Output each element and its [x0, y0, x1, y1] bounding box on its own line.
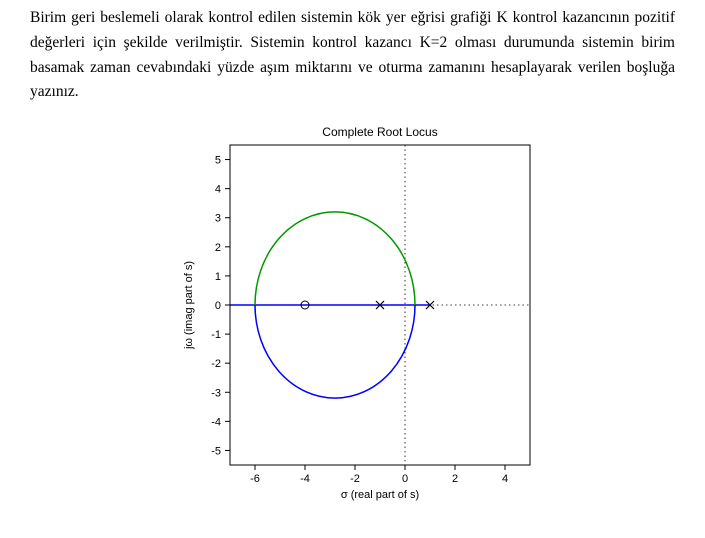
svg-text:-2: -2 [350, 473, 360, 485]
svg-text:-5: -5 [211, 446, 221, 458]
svg-text:2: 2 [452, 473, 458, 485]
svg-text:σ (real part of s): σ (real part of s) [341, 489, 419, 501]
svg-text:-6: -6 [250, 473, 260, 485]
question-text-content: Birim geri beslemeli olarak kontrol edil… [30, 9, 675, 100]
svg-text:jω (imag part of s): jω (imag part of s) [183, 261, 195, 350]
svg-text:0: 0 [402, 473, 408, 485]
svg-text:0: 0 [215, 300, 221, 312]
svg-text:-2: -2 [211, 358, 221, 370]
chart-container: -6 -4 -2 0 2 4 -5 -4 -3 -2 -1 0 1 2 3 4 5 Complete Root L… [0, 117, 705, 507]
root-locus-svg: -6 -4 -2 0 2 4 -5 -4 -3 -2 -1 0 1 2 3 4 5 Complete Root L… [155, 117, 550, 507]
svg-text:1: 1 [215, 271, 221, 283]
svg-text:2: 2 [215, 242, 221, 254]
svg-text:-4: -4 [300, 473, 310, 485]
svg-text:4: 4 [502, 473, 508, 485]
svg-text:-3: -3 [211, 387, 221, 399]
svg-text:4: 4 [215, 184, 221, 196]
svg-text:Complete Root Locus: Complete Root Locus [322, 125, 437, 139]
svg-text:-1: -1 [211, 329, 221, 341]
svg-text:5: 5 [215, 155, 221, 167]
root-locus-chart: -6 -4 -2 0 2 4 -5 -4 -3 -2 -1 0 1 2 3 4 5 Complete Root L… [155, 117, 550, 507]
question-paragraph: Birim geri beslemeli olarak kontrol edil… [0, 0, 705, 117]
svg-text:-4: -4 [211, 417, 221, 429]
svg-text:3: 3 [215, 213, 221, 225]
